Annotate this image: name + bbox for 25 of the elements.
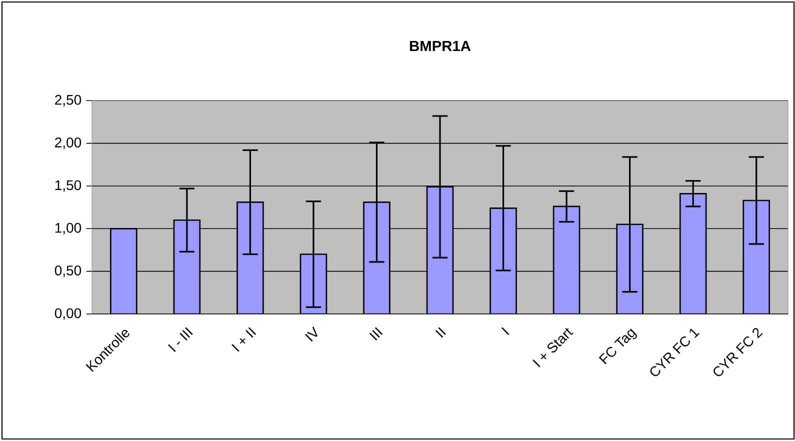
x-tick-label: II — [435, 327, 446, 338]
bar — [552, 206, 580, 314]
y-tick-label: 1,00 — [55, 222, 82, 234]
bar — [679, 192, 707, 314]
x-tick-label: I — [501, 327, 510, 335]
bar — [616, 224, 644, 314]
bar — [490, 208, 517, 314]
bar — [110, 228, 138, 314]
bar — [236, 202, 264, 314]
x-tick-label: IV — [305, 326, 318, 342]
y-tick-label: 0,00 — [54, 308, 82, 320]
x-tick-label: FC Tag — [598, 328, 638, 364]
bar — [300, 254, 328, 314]
bar — [363, 202, 390, 314]
y-tick-label: 2,50 — [55, 94, 82, 106]
y-tick-label: 2,00 — [55, 138, 82, 150]
y-tick-label: 1,50 — [55, 180, 82, 192]
bar — [742, 200, 770, 314]
x-tick-label: I - III — [168, 327, 193, 352]
x-tick-label: III — [369, 327, 383, 340]
bar — [173, 219, 201, 314]
chart-title: BMPR1A — [410, 40, 471, 52]
y-tick-label: 0,50 — [54, 266, 82, 278]
x-tick-label: I + II — [232, 327, 256, 352]
bar — [426, 186, 454, 314]
